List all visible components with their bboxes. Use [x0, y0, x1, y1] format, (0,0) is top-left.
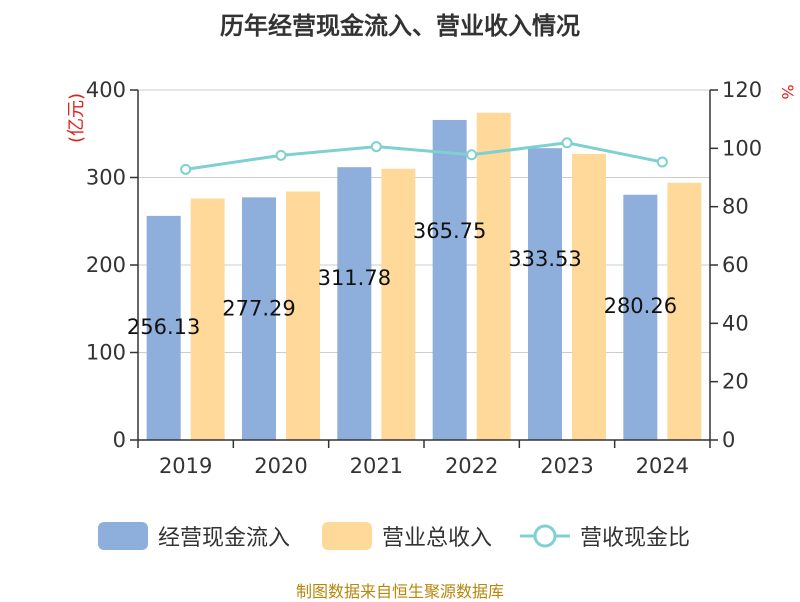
left-axis-unit: (亿元)	[66, 93, 87, 143]
legend-swatch-revenue	[322, 522, 372, 550]
legend-label-ratio: 营收现金比	[580, 526, 691, 551]
bar-value-label: 277.29	[222, 296, 295, 320]
data-labels-layer: 256.13 277.29 311.78 365.75 333.53 280.26	[127, 219, 677, 339]
source-note: 制图数据来自恒生聚源数据库	[295, 582, 504, 601]
left-axis-tick-label: 300	[86, 166, 126, 190]
right-axis-tick-label: 20	[722, 370, 749, 394]
bar-cash-inflow	[528, 148, 562, 440]
x-axis-tick-label: 2020	[254, 454, 307, 478]
bar-cash-inflow	[146, 215, 181, 440]
legend-item-cash-inflow[interactable]: 经营现金流入	[98, 516, 290, 556]
bar-value-label: 280.26	[604, 294, 677, 318]
bar-revenue	[381, 168, 416, 440]
ratio-line	[185, 141, 663, 171]
legend-label-cash-inflow: 经营现金流入	[158, 526, 291, 551]
legend-swatch-ratio	[520, 524, 570, 548]
x-axis-tick-label: 2021	[350, 454, 403, 478]
bar-value-label: 256.13	[127, 315, 200, 339]
ratio-point	[275, 149, 287, 161]
line-layer	[180, 137, 668, 175]
left-axis-tick-label: 200	[86, 253, 126, 277]
bar-revenue	[667, 182, 702, 440]
ratio-point	[466, 149, 478, 161]
x-axis-tick-label: 2022	[445, 454, 498, 478]
x-axis-tick-label: 2024	[636, 454, 689, 478]
right-axis-tick-label: 120	[722, 78, 762, 102]
left-axis-tick-label: 400	[86, 78, 126, 102]
legend-item-ratio[interactable]: 营收现金比	[520, 516, 690, 556]
legend: 经营现金流入 营业总收入 营收现金比	[0, 516, 800, 556]
legend-label-revenue: 营业总收入	[382, 526, 493, 551]
bar-revenue	[286, 191, 320, 440]
ratio-point	[656, 156, 668, 168]
bar-value-label: 311.78	[318, 266, 391, 290]
left-axis-tick-label: 0	[113, 428, 126, 452]
bar-value-label: 333.53	[508, 247, 581, 271]
right-axis-tick-label: 60	[722, 253, 749, 277]
bar-cash-inflow	[623, 194, 658, 440]
bar-revenue	[190, 198, 225, 440]
ratio-point	[561, 137, 573, 149]
right-axis-unit: %	[778, 84, 797, 99]
legend-swatch-cash-inflow	[98, 522, 148, 550]
axes-layer: 0 100 200 300 400 0 20 40 60 80 100 120 2019 2020 2021…	[86, 78, 762, 478]
x-axis-tick-label: 2023	[540, 454, 593, 478]
bar-cash-inflow	[242, 197, 276, 440]
right-axis-tick-label: 0	[722, 428, 735, 452]
left-axis-tick-label: 100	[86, 341, 126, 365]
bar-cash-inflow	[432, 119, 467, 440]
ratio-point	[180, 163, 192, 175]
bars-layer	[146, 112, 702, 440]
x-axis-tick-label: 2019	[159, 454, 212, 478]
bar-revenue	[572, 153, 606, 440]
bar-revenue	[476, 112, 511, 440]
ratio-point	[370, 141, 382, 153]
bar-value-label: 365.75	[413, 219, 486, 243]
right-axis-tick-label: 100	[722, 136, 762, 160]
legend-item-revenue[interactable]: 营业总收入	[322, 516, 492, 556]
right-axis-tick-label: 40	[722, 311, 749, 335]
bar-cash-inflow	[337, 167, 372, 440]
chart-title: 历年经营现金流入、营业收入情况	[220, 12, 580, 40]
right-axis-tick-label: 80	[722, 195, 749, 219]
